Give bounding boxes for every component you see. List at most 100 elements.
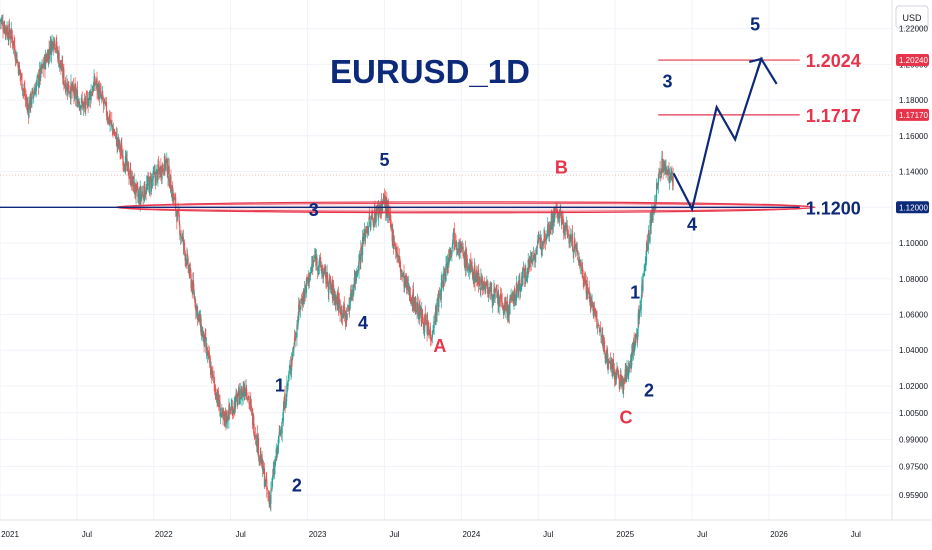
candle-body bbox=[291, 358, 293, 371]
candle-body bbox=[299, 306, 302, 310]
candle-body bbox=[168, 165, 170, 186]
candle-body bbox=[532, 260, 534, 262]
candle-body bbox=[448, 249, 451, 262]
candle-body bbox=[516, 283, 518, 290]
y-tick-label: 1.08000 bbox=[899, 275, 928, 284]
candle-body bbox=[316, 257, 318, 266]
candle-body bbox=[8, 22, 11, 35]
candle-body bbox=[483, 282, 485, 290]
candle-body bbox=[33, 95, 35, 97]
candle-body bbox=[248, 396, 250, 405]
candle-body bbox=[463, 254, 465, 257]
candle-body bbox=[37, 74, 40, 87]
x-tick-label: Jul bbox=[389, 530, 399, 539]
candle-body bbox=[482, 279, 484, 289]
candle-body bbox=[141, 194, 143, 198]
candle-body bbox=[433, 315, 435, 328]
candle-body bbox=[328, 282, 330, 294]
candle-body bbox=[339, 300, 341, 315]
candle-body bbox=[489, 288, 491, 292]
candle-body bbox=[305, 278, 308, 293]
candle-body bbox=[23, 89, 25, 90]
candle-body bbox=[629, 365, 631, 369]
candle-body bbox=[588, 286, 590, 294]
candle-body bbox=[625, 368, 628, 382]
price-badge bbox=[896, 108, 929, 121]
candle-body bbox=[178, 214, 180, 223]
candle-body bbox=[161, 166, 163, 180]
candle-body bbox=[198, 315, 200, 316]
candle-body bbox=[342, 314, 344, 318]
candle-body bbox=[593, 304, 595, 317]
candle-body bbox=[73, 86, 76, 99]
candle-body bbox=[75, 95, 77, 100]
y-tick-label: 1.02000 bbox=[899, 382, 928, 391]
candle-body bbox=[512, 294, 514, 301]
y-tick-label: 1.22000 bbox=[899, 25, 928, 34]
candle-body bbox=[123, 163, 125, 165]
candle-body bbox=[231, 405, 233, 407]
candle-body bbox=[324, 265, 326, 271]
candle-body bbox=[439, 293, 441, 295]
candle-body bbox=[485, 283, 487, 293]
candle-body bbox=[495, 290, 497, 291]
candle-body bbox=[200, 318, 202, 335]
candle-body bbox=[41, 64, 43, 70]
candle-body bbox=[266, 479, 268, 490]
candle-body bbox=[646, 240, 648, 244]
candle-body bbox=[83, 101, 86, 106]
candle-body bbox=[462, 246, 464, 257]
candle-body bbox=[92, 83, 95, 91]
candle-body bbox=[440, 282, 442, 300]
candle-body bbox=[262, 461, 264, 474]
candle-body bbox=[63, 84, 66, 86]
candle-body bbox=[88, 92, 90, 100]
candle-body bbox=[372, 217, 374, 220]
candle-body bbox=[296, 324, 298, 338]
candle-body bbox=[224, 411, 226, 421]
candle-body bbox=[78, 100, 80, 103]
candle-body bbox=[455, 243, 457, 248]
candle-body bbox=[238, 390, 241, 405]
candle-body bbox=[292, 349, 294, 358]
candle-body bbox=[270, 490, 272, 504]
candle-body bbox=[321, 268, 323, 272]
candle-body bbox=[631, 352, 633, 366]
candle-body bbox=[270, 488, 273, 490]
candle-body bbox=[514, 288, 516, 301]
candle-body bbox=[634, 342, 636, 351]
candle-body bbox=[450, 252, 452, 254]
y-tick-label: 0.95900 bbox=[899, 491, 928, 500]
candle-body bbox=[491, 294, 493, 303]
y-tick-label: 1.06000 bbox=[899, 311, 928, 320]
candle-body bbox=[228, 404, 230, 420]
candle-body bbox=[194, 299, 196, 308]
candle-body bbox=[550, 222, 552, 230]
candle-body bbox=[134, 183, 136, 193]
candle-body bbox=[520, 285, 522, 287]
candle-body bbox=[374, 208, 376, 221]
candle-body bbox=[107, 117, 109, 121]
candle-body bbox=[373, 224, 375, 226]
candle-body bbox=[18, 63, 20, 76]
candle-body bbox=[427, 323, 429, 332]
candle-body bbox=[60, 60, 62, 68]
candle-body bbox=[298, 304, 300, 321]
candle-body bbox=[456, 248, 458, 250]
candle-body bbox=[471, 261, 473, 271]
candle-body bbox=[53, 38, 56, 48]
y-tick-label: 1.14000 bbox=[899, 168, 928, 177]
candle-body bbox=[94, 78, 96, 86]
candle-body bbox=[226, 411, 228, 422]
candle-body bbox=[75, 88, 77, 99]
candle-body bbox=[472, 268, 474, 279]
candle-body bbox=[449, 249, 451, 252]
currency-button[interactable] bbox=[895, 5, 929, 29]
wave-label: 5 bbox=[750, 14, 760, 34]
candle-body bbox=[219, 402, 221, 417]
candle-body bbox=[40, 64, 42, 79]
candle-body bbox=[108, 113, 111, 125]
candle-body bbox=[406, 278, 409, 290]
candle-body bbox=[284, 393, 286, 409]
